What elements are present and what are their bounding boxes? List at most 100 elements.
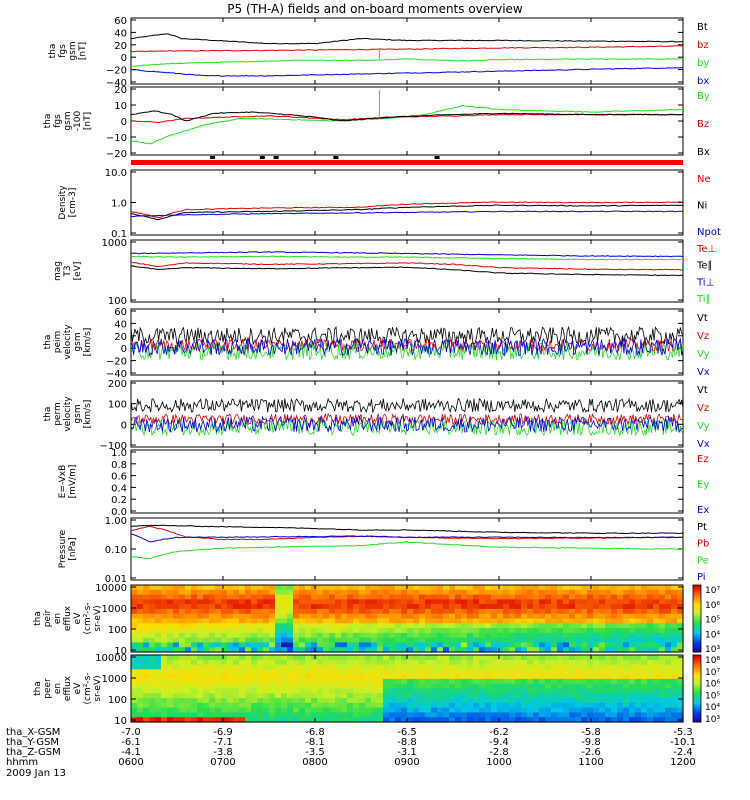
- heatmap-cell: [179, 707, 186, 714]
- heatmap-cell: [641, 618, 648, 624]
- heatmap-cell: [515, 637, 522, 644]
- heatmap-cell: [149, 683, 156, 690]
- heatmap-cell: [485, 589, 492, 596]
- heatmap-cell: [131, 604, 138, 610]
- heatmap-cell: [635, 688, 642, 694]
- heatmap-cell: [581, 702, 588, 709]
- heatmap-cell: [641, 678, 648, 685]
- heatmap-cell: [149, 674, 156, 680]
- heatmap-cell: [431, 702, 438, 709]
- heatmap-cell: [215, 608, 222, 615]
- heatmap-cell: [407, 698, 414, 704]
- heatmap-cell: [299, 604, 306, 610]
- heatmap-cell: [509, 637, 516, 644]
- heatmap-cell: [173, 664, 180, 670]
- heatmap-cell: [479, 599, 486, 605]
- series-line: [130, 201, 684, 219]
- ephemeris-label: hhmm: [6, 757, 38, 768]
- heatmap-cell: [311, 608, 318, 615]
- heatmap-cell: [491, 655, 498, 661]
- flag-mark: [434, 156, 440, 159]
- heatmap-cell: [221, 664, 228, 670]
- heatmap-cell: [407, 717, 414, 723]
- heatmap-cell: [503, 628, 510, 634]
- heatmap-cell: [149, 618, 156, 624]
- heatmap-cell: [299, 594, 306, 600]
- heatmap-cell: [239, 618, 246, 624]
- heatmap-cell: [365, 669, 372, 675]
- colorbar-segment: [693, 672, 701, 676]
- heatmap-cell: [641, 608, 648, 615]
- heatmap-cell: [647, 683, 654, 690]
- heatmap-cell: [533, 632, 540, 639]
- heatmap-cell: [143, 688, 150, 694]
- heatmap-cell: [521, 628, 528, 634]
- heatmap-cell: [629, 693, 636, 699]
- heatmap-cell: [611, 594, 618, 600]
- heatmap-cell: [173, 683, 180, 690]
- heatmap-cell: [503, 712, 510, 718]
- heatmap-cell: [293, 608, 300, 615]
- heatmap-cell: [335, 647, 342, 653]
- heatmap-cell: [299, 669, 306, 675]
- heatmap-cell: [293, 594, 300, 600]
- legend-entry: Pe: [697, 555, 709, 566]
- heatmap-cell: [209, 712, 216, 718]
- heatmap-cell: [497, 702, 504, 709]
- heatmap-cell: [365, 683, 372, 690]
- heatmap-cell: [623, 604, 630, 610]
- heatmap-cell: [527, 589, 534, 596]
- heatmap-cell: [191, 599, 198, 605]
- heatmap-cell: [317, 647, 324, 653]
- heatmap-cell: [185, 604, 192, 610]
- heatmap-cell: [323, 655, 330, 661]
- heatmap-cell: [629, 688, 636, 694]
- heatmap-cell: [647, 589, 654, 596]
- heatmap-cell: [467, 664, 474, 670]
- heatmap-cell: [365, 698, 372, 704]
- heatmap-cell: [269, 674, 276, 680]
- heatmap-cell: [419, 594, 426, 600]
- heatmap-cell: [593, 712, 600, 718]
- heatmap-cell: [173, 655, 180, 661]
- heatmap-cell: [629, 683, 636, 690]
- heatmap-cell: [227, 632, 234, 639]
- heatmap-cell: [287, 702, 294, 709]
- heatmap-cell: [599, 604, 606, 610]
- heatmap-cell: [479, 717, 486, 723]
- heatmap-cell: [299, 585, 306, 591]
- heatmap-cell: [143, 623, 150, 629]
- heatmap-cell: [131, 669, 138, 675]
- heatmap-cell: [209, 717, 216, 723]
- ephemeris-value: -6.5: [397, 727, 417, 738]
- heatmap-cell: [533, 712, 540, 718]
- heatmap-cell: [593, 664, 600, 670]
- heatmap-cell: [257, 659, 264, 666]
- heatmap-cell: [371, 669, 378, 675]
- heatmap-cell: [617, 659, 624, 666]
- heatmap-cell: [503, 702, 510, 709]
- heatmap-cell: [359, 688, 366, 694]
- heatmap-cell: [467, 698, 474, 704]
- heatmap-cell: [209, 599, 216, 605]
- heatmap-cell: [671, 642, 678, 648]
- heatmap-cell: [449, 683, 456, 690]
- heatmap-cell: [437, 647, 444, 653]
- heatmap-cell: [269, 717, 276, 723]
- heatmap-cell: [413, 594, 420, 600]
- heatmap-cell: [287, 628, 294, 634]
- heatmap-cell: [617, 669, 624, 675]
- heatmap-cell: [341, 623, 348, 629]
- heatmap-cell: [473, 683, 480, 690]
- series-line: [130, 337, 684, 357]
- heatmap-cell: [221, 647, 228, 653]
- colorbar-tick-label: 10⁶: [705, 680, 720, 690]
- heatmap-cell: [467, 683, 474, 690]
- ephemeris-value: -3.8: [213, 747, 233, 758]
- heatmap-cell: [527, 599, 534, 605]
- heatmap-cell: [629, 604, 636, 610]
- heatmap-cell: [143, 669, 150, 675]
- heatmap-cell: [491, 669, 498, 675]
- heatmap-cell: [539, 589, 546, 596]
- heatmap-cell: [629, 585, 636, 591]
